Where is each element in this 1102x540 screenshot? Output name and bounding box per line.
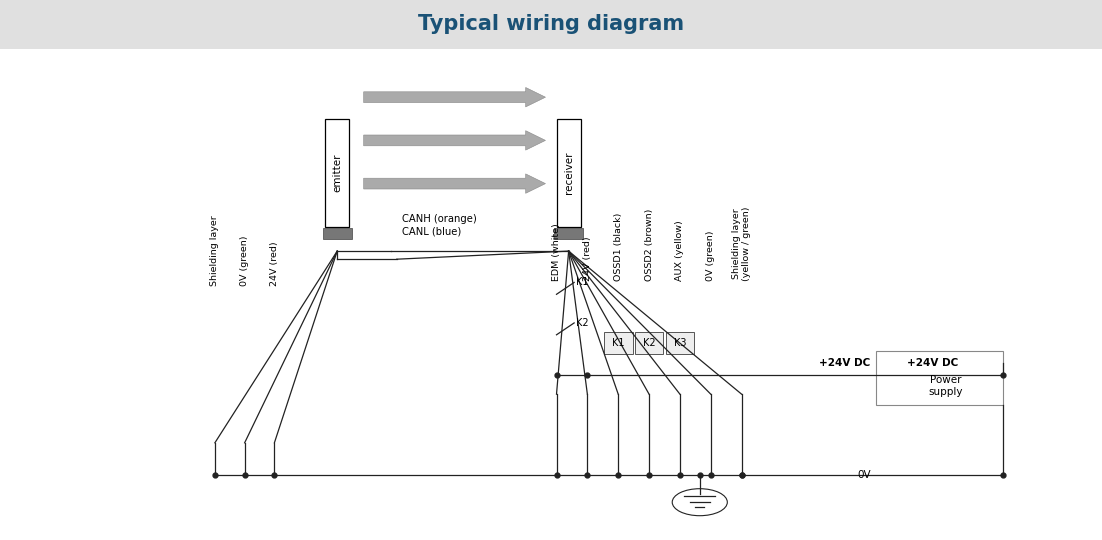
Text: receiver: receiver	[563, 152, 574, 194]
Bar	[325, 119, 349, 227]
Text: emitter: emitter	[332, 153, 343, 192]
Bar	[666, 332, 694, 354]
Bar	[557, 119, 581, 227]
Text: 0V: 0V	[857, 470, 871, 480]
FancyArrow shape	[364, 87, 545, 107]
Text: K2: K2	[642, 338, 656, 348]
Text: Shielding layer: Shielding layer	[210, 215, 219, 286]
Text: Typical wiring diagram: Typical wiring diagram	[418, 14, 684, 35]
Bar	[554, 228, 583, 239]
Text: CANH (orange): CANH (orange)	[402, 214, 477, 224]
Bar	[635, 332, 663, 354]
Text: OSSD2 (brown): OSSD2 (brown)	[645, 208, 653, 281]
Text: +24V DC: +24V DC	[819, 358, 871, 368]
Text: K1: K1	[576, 278, 588, 287]
Text: 0V (green): 0V (green)	[706, 230, 715, 281]
Text: 24V (red): 24V (red)	[270, 241, 279, 286]
Text: +24V DC: +24V DC	[907, 358, 959, 368]
Text: OSSD1 (black): OSSD1 (black)	[614, 212, 623, 281]
Text: Power
supply: Power supply	[929, 375, 963, 397]
Text: K2: K2	[576, 318, 588, 328]
FancyArrow shape	[364, 174, 545, 193]
Bar	[0, 0, 1102, 49]
FancyArrow shape	[364, 131, 545, 150]
Text: 0V (green): 0V (green)	[240, 235, 249, 286]
Text: 24V (red): 24V (red)	[583, 236, 592, 281]
Text: AUX (yellow): AUX (yellow)	[676, 220, 684, 281]
Text: K3: K3	[673, 338, 687, 348]
Bar	[876, 351, 1003, 405]
Text: EDM (white): EDM (white)	[552, 223, 561, 281]
Text: K1: K1	[612, 338, 625, 348]
Text: CANL (blue): CANL (blue)	[402, 226, 462, 236]
Bar	[604, 332, 633, 354]
Text: Shielding layer
(yellow / green): Shielding layer (yellow / green)	[732, 206, 752, 281]
Bar	[323, 228, 352, 239]
